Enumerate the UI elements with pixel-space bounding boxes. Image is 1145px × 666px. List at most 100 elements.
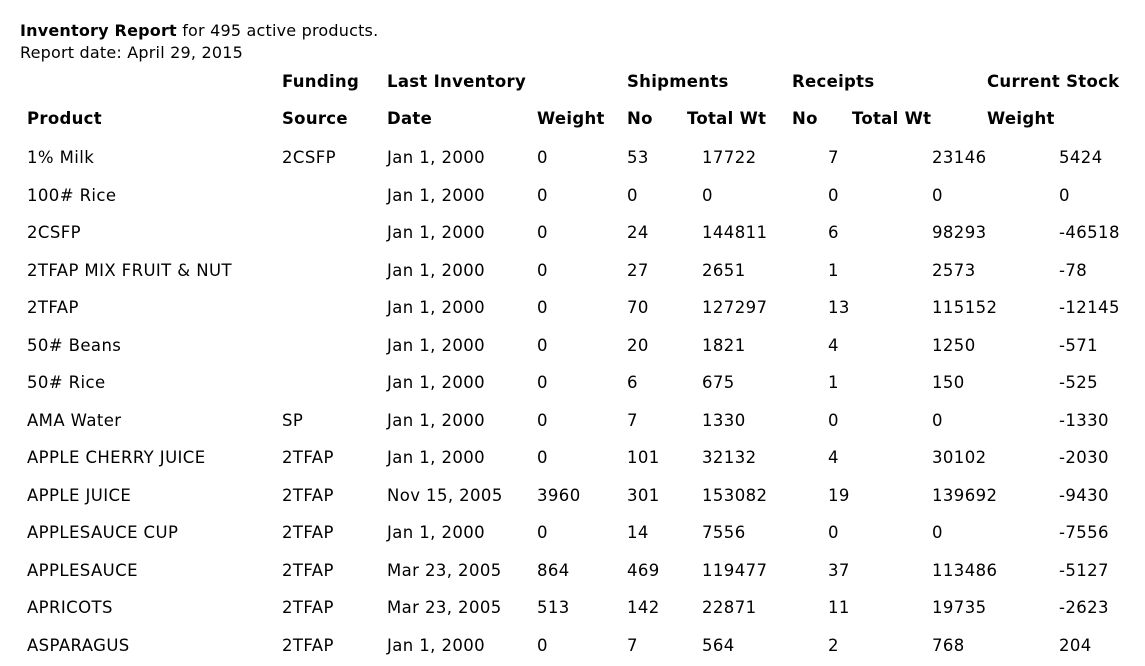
cell-stock-weight: -46518	[1059, 223, 1120, 242]
cell-product: APPLESAUCE CUP	[27, 523, 179, 542]
header-receipts-total-wt: Total Wt	[852, 109, 932, 128]
cell-source: 2TFAP	[282, 560, 334, 580]
cell-product: 50# Rice	[27, 373, 106, 392]
cell-receipts-total-wt: 0	[932, 523, 943, 542]
cell-receipts-total-wt: 150	[932, 373, 965, 392]
cell-inventory-weight: 0	[537, 373, 548, 392]
cell-receipts-no: 19	[828, 485, 850, 505]
cell-receipts-no: 4	[828, 448, 839, 467]
cell-product: 2TFAP	[27, 298, 79, 317]
cell-shipments-no: 142	[627, 598, 660, 617]
cell-product: APPLE JUICE	[27, 485, 132, 505]
cell-receipts-total-wt: 30102	[932, 448, 987, 467]
cell-inventory-weight: 0	[537, 635, 548, 655]
cell-receipts-total-wt: 2573	[932, 260, 976, 280]
cell-shipments-total-wt: 32132	[702, 448, 757, 467]
cell-stock-weight: -9430	[1059, 485, 1109, 505]
cell-inventory-weight: 3960	[537, 485, 581, 505]
cell-source: 2TFAP	[282, 485, 334, 505]
cell-receipts-total-wt: 139692	[932, 485, 998, 505]
cell-receipts-total-wt: 0	[932, 410, 943, 430]
cell-source: 2TFAP	[282, 448, 334, 467]
cell-receipts-no: 0	[828, 410, 839, 430]
cell-date: Jan 1, 2000	[387, 260, 486, 280]
cell-receipts-no: 2	[828, 635, 839, 655]
cell-source: SP	[282, 410, 304, 430]
cell-receipts-no: 0	[828, 523, 839, 542]
table-row: 50# Beans Jan 1, 2000 0 20 1821 4 1250 -571	[0, 336, 1145, 373]
cell-inventory-weight: 0	[537, 335, 548, 355]
cell-shipments-no: 70	[627, 298, 649, 317]
cell-receipts-no: 37	[828, 560, 850, 580]
cell-date: Jan 1, 2000	[387, 298, 486, 317]
report-header: Inventory Report for 495 active products…	[20, 20, 378, 64]
cell-shipments-no: 14	[627, 523, 649, 542]
cell-product: ASPARAGUS	[27, 635, 130, 655]
table-row: APPLESAUCE 2TFAP Mar 23, 2005 864 469 119477 3…	[0, 561, 1145, 598]
cell-date: Jan 1, 2000	[387, 223, 486, 242]
header-current-stock: Current Stock	[987, 72, 1120, 91]
cell-product: AMA Water	[27, 410, 122, 430]
table-row: 100# Rice Jan 1, 2000 0 0 0 0 0 0	[0, 186, 1145, 223]
cell-stock-weight: -12145	[1059, 298, 1120, 317]
table-row: APPLE JUICE 2TFAP Nov 15, 2005 3960 301 15308…	[0, 486, 1145, 523]
cell-shipments-total-wt: 119477	[702, 560, 768, 580]
header-product: Product	[27, 109, 102, 128]
cell-product: 1% Milk	[27, 148, 95, 167]
cell-stock-weight: -7556	[1059, 523, 1109, 542]
cell-shipments-no: 6	[627, 373, 638, 392]
cell-source: 2CSFP	[282, 148, 336, 167]
header-inventory-weight: Weight	[537, 109, 605, 128]
table-row: 2TFAP MIX FRUIT & NUT Jan 1, 2000 0 27 2651 1…	[0, 261, 1145, 298]
table-row: APPLESAUCE CUP 2TFAP Jan 1, 2000 0 14 7556 0 0 -…	[0, 523, 1145, 560]
table-row: AMA Water SP Jan 1, 2000 0 7 1330 0 0 -1330	[0, 411, 1145, 448]
cell-shipments-total-wt: 22871	[702, 598, 757, 617]
cell-date: Jan 1, 2000	[387, 410, 486, 430]
cell-shipments-no: 24	[627, 223, 649, 242]
cell-product: 50# Beans	[27, 335, 122, 355]
header-receipts: Receipts	[792, 72, 875, 91]
cell-shipments-total-wt: 1821	[702, 335, 746, 355]
cell-inventory-weight: 0	[537, 223, 548, 242]
cell-receipts-no: 4	[828, 335, 839, 355]
cell-shipments-total-wt: 675	[702, 373, 735, 392]
cell-shipments-total-wt: 7556	[702, 523, 746, 542]
header-shipments-total-wt: Total Wt	[687, 109, 767, 128]
cell-shipments-no: 101	[627, 448, 660, 467]
cell-date: Jan 1, 2000	[387, 335, 486, 355]
cell-receipts-total-wt: 23146	[932, 148, 987, 167]
cell-product: APPLE CHERRY JUICE	[27, 448, 206, 467]
cell-receipts-no: 11	[828, 598, 850, 617]
table-row: 50# Rice Jan 1, 2000 0 6 675 1 150 -525	[0, 373, 1145, 410]
cell-date: Jan 1, 2000	[387, 185, 486, 205]
cell-receipts-total-wt: 768	[932, 635, 965, 655]
cell-stock-weight: 5424	[1059, 148, 1103, 167]
cell-shipments-no: 7	[627, 635, 638, 655]
cell-receipts-no: 6	[828, 223, 839, 242]
cell-source: 2TFAP	[282, 635, 334, 655]
cell-shipments-no: 53	[627, 148, 649, 167]
header-funding: Funding	[282, 72, 360, 91]
cell-stock-weight: -571	[1059, 335, 1099, 355]
cell-inventory-weight: 0	[537, 148, 548, 167]
cell-source: 2TFAP	[282, 523, 334, 542]
cell-shipments-total-wt: 127297	[702, 298, 768, 317]
cell-shipments-no: 469	[627, 560, 660, 580]
cell-date: Jan 1, 2000	[387, 448, 486, 467]
cell-shipments-no: 301	[627, 485, 660, 505]
cell-date: Mar 23, 2005	[387, 598, 502, 617]
cell-stock-weight: 0	[1059, 185, 1070, 205]
cell-shipments-no: 0	[627, 185, 638, 205]
report-title-suffix: for 495 active products.	[176, 21, 379, 40]
header-shipments-no: No	[627, 109, 653, 128]
header-receipts-no: No	[792, 109, 818, 128]
cell-receipts-total-wt: 0	[932, 185, 943, 205]
cell-stock-weight: -2030	[1059, 448, 1109, 467]
cell-receipts-total-wt: 1250	[932, 335, 976, 355]
cell-product: APRICOTS	[27, 598, 113, 617]
cell-shipments-no: 20	[627, 335, 649, 355]
cell-receipts-no: 13	[828, 298, 850, 317]
cell-receipts-total-wt: 98293	[932, 223, 987, 242]
table-row: 1% Milk 2CSFP Jan 1, 2000 0 53 17722 7 23146 542…	[0, 148, 1145, 185]
header-date: Date	[387, 109, 433, 128]
